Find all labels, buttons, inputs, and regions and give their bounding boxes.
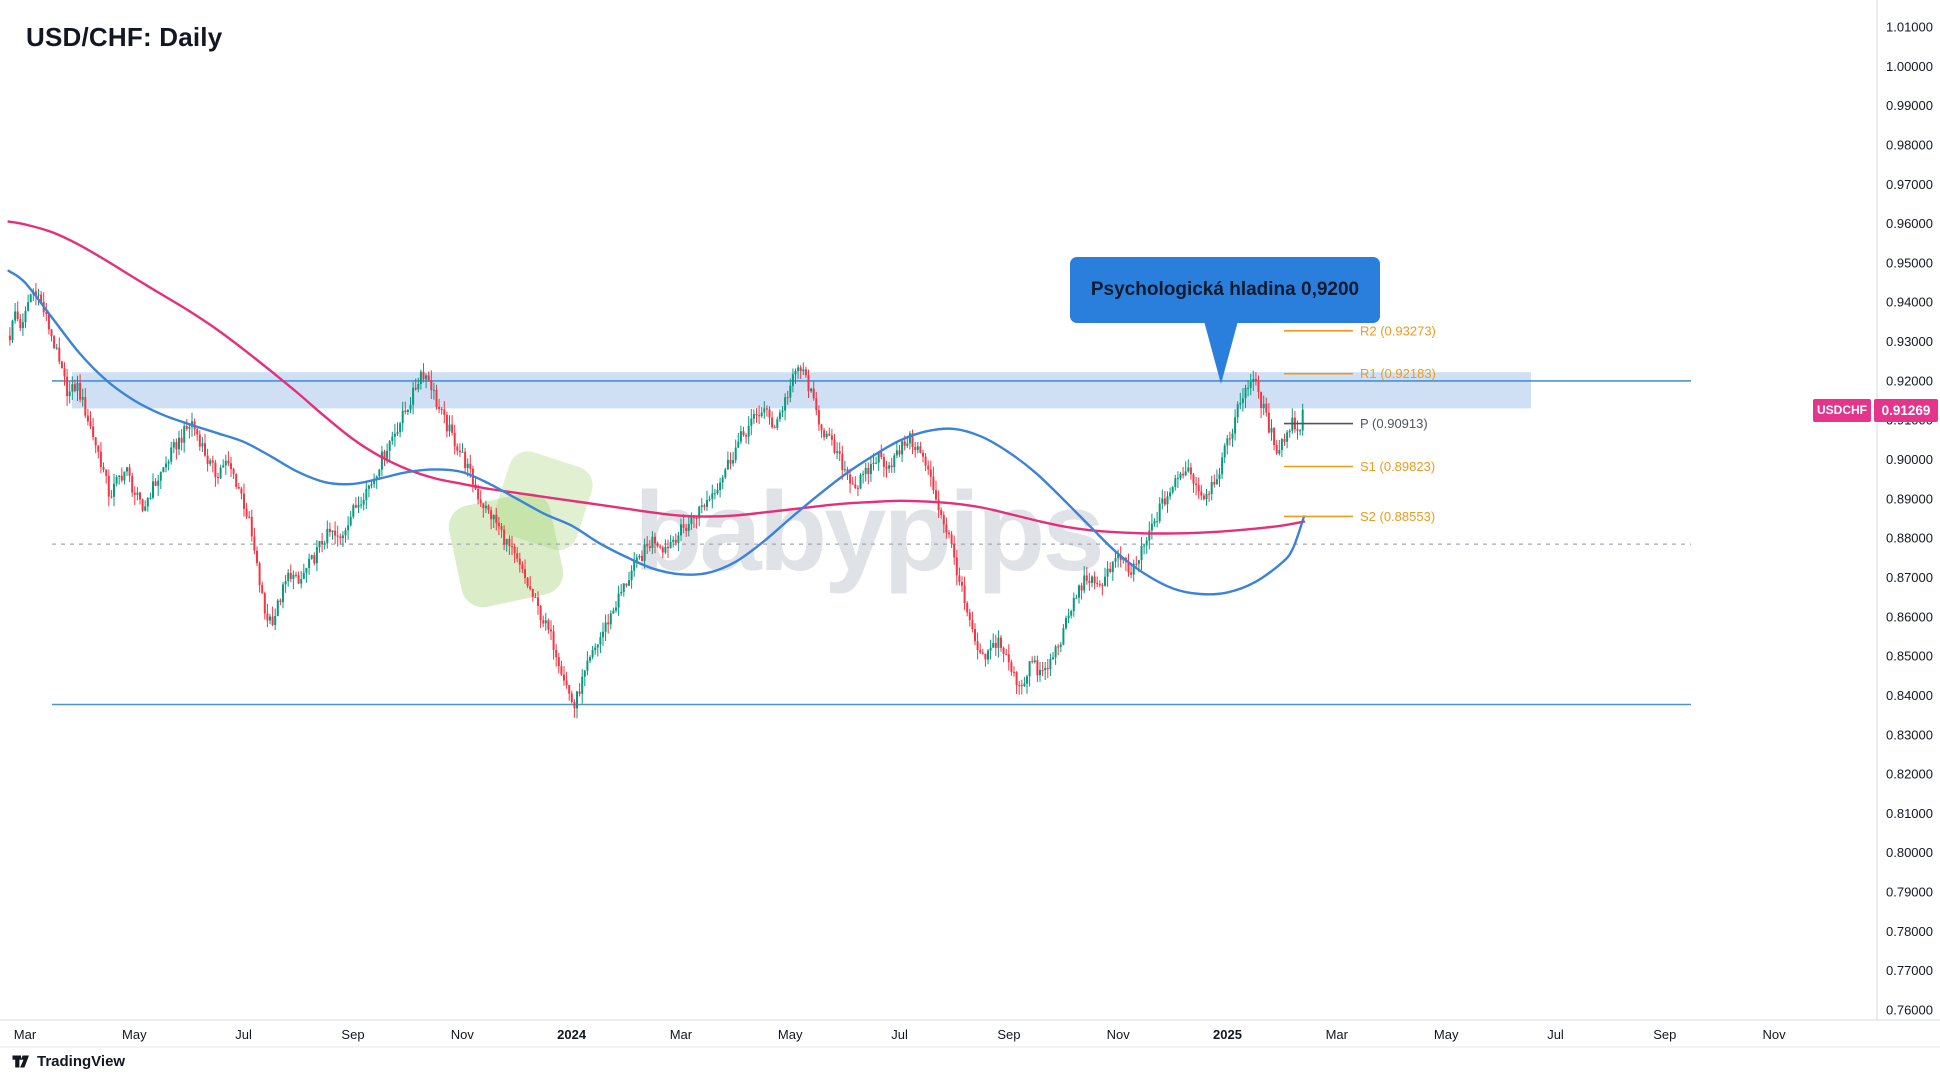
x-axis-label: 2025 <box>1213 1027 1242 1042</box>
y-axis-label: 0.76000 <box>1886 1003 1933 1018</box>
x-axis-label: Mar <box>14 1027 37 1042</box>
symbol-badge: USDCHF <box>1813 398 1871 422</box>
pivot-label: P (0.90913) <box>1360 416 1428 431</box>
callout-text: Psychologická hladina 0,9200 <box>1090 279 1360 300</box>
pivot-levels-layer: R2 (0.93273) R1 (0.92183) P (0.90913) S1 (0… <box>1284 323 1436 524</box>
pivot-label: R2 (0.93273) <box>1360 323 1436 338</box>
y-axis-label: 0.90000 <box>1886 452 1933 467</box>
x-axis-label: Nov <box>1763 1027 1787 1042</box>
time-axis[interactable]: Mar May Jul Sep Nov 2024 Mar May Jul Sep Nov 2025 Ma… <box>14 1027 1786 1042</box>
moving-averages-layer <box>7 220 1306 596</box>
pivot-label: S2 (0.88553) <box>1360 509 1435 524</box>
y-axis-label: 0.79000 <box>1886 885 1933 900</box>
y-axis-label: 0.82000 <box>1886 767 1933 782</box>
y-axis-label: 1.01000 <box>1886 20 1933 35</box>
pivot-label: S1 (0.89823) <box>1360 459 1435 474</box>
x-axis-label: May <box>1434 1027 1459 1042</box>
x-axis-label: Mar <box>1326 1027 1349 1042</box>
x-axis-label: Nov <box>451 1027 475 1042</box>
x-axis-label: May <box>778 1027 803 1042</box>
y-axis-label: 0.88000 <box>1886 531 1933 546</box>
y-axis-label: 0.84000 <box>1886 688 1933 703</box>
x-axis-label: Jul <box>891 1027 908 1042</box>
last-price-label: USDCHF 0.91269 <box>1813 398 1938 422</box>
pivot-label: R1 (0.92183) <box>1360 366 1436 381</box>
x-axis-label: Sep <box>341 1027 364 1042</box>
tradingview-attribution[interactable]: TradingView <box>12 1052 125 1070</box>
y-axis-label: 0.94000 <box>1886 295 1933 310</box>
y-axis-label: 0.92000 <box>1886 373 1933 388</box>
levels-layer <box>52 372 1691 706</box>
page-title: USD/CHF: Daily <box>26 22 223 52</box>
chart-frame <box>0 0 1940 1048</box>
y-axis-label: 0.77000 <box>1886 963 1933 978</box>
y-axis-label: 0.96000 <box>1886 216 1933 231</box>
x-axis-label: May <box>122 1027 147 1042</box>
price-axis[interactable]: 1.01000 1.00000 0.99000 0.98000 0.97000 0.960… <box>1886 20 1933 1018</box>
x-axis-label: Jul <box>235 1027 252 1042</box>
x-axis-label: Nov <box>1107 1027 1131 1042</box>
last-price-value: 0.91269 <box>1874 398 1938 422</box>
callout[interactable]: Psychologická hladina 0,9200 <box>1070 257 1380 323</box>
y-axis-label: 0.80000 <box>1886 845 1933 860</box>
x-axis-label: Sep <box>997 1027 1020 1042</box>
x-axis-label: Jul <box>1547 1027 1564 1042</box>
y-axis-label: 0.89000 <box>1886 491 1933 506</box>
y-axis-label: 0.95000 <box>1886 255 1933 270</box>
y-axis-label: 1.00000 <box>1886 59 1933 74</box>
tradingview-logo-icon <box>12 1055 29 1068</box>
y-axis-label: 0.83000 <box>1886 727 1933 742</box>
y-axis-label: 0.78000 <box>1886 924 1933 939</box>
y-axis-label: 0.87000 <box>1886 570 1933 585</box>
y-axis-label: 0.97000 <box>1886 177 1933 192</box>
candles-layer <box>8 283 1304 719</box>
y-axis-label: 0.85000 <box>1886 649 1933 664</box>
y-axis-label: 0.93000 <box>1886 334 1933 349</box>
y-axis-label: 0.81000 <box>1886 806 1933 821</box>
callout-pointer-icon <box>1204 321 1238 384</box>
babypips-logo-icon <box>448 451 593 608</box>
y-axis-label: 0.86000 <box>1886 609 1933 624</box>
x-axis-label: Sep <box>1653 1027 1676 1042</box>
y-axis-label: 0.98000 <box>1886 138 1933 153</box>
y-axis-label: 0.99000 <box>1886 98 1933 113</box>
x-axis-label: 2024 <box>557 1027 587 1042</box>
watermark: babypips <box>440 448 1105 616</box>
attribution-label: TradingView <box>37 1052 126 1070</box>
x-axis-label: Mar <box>670 1027 693 1042</box>
